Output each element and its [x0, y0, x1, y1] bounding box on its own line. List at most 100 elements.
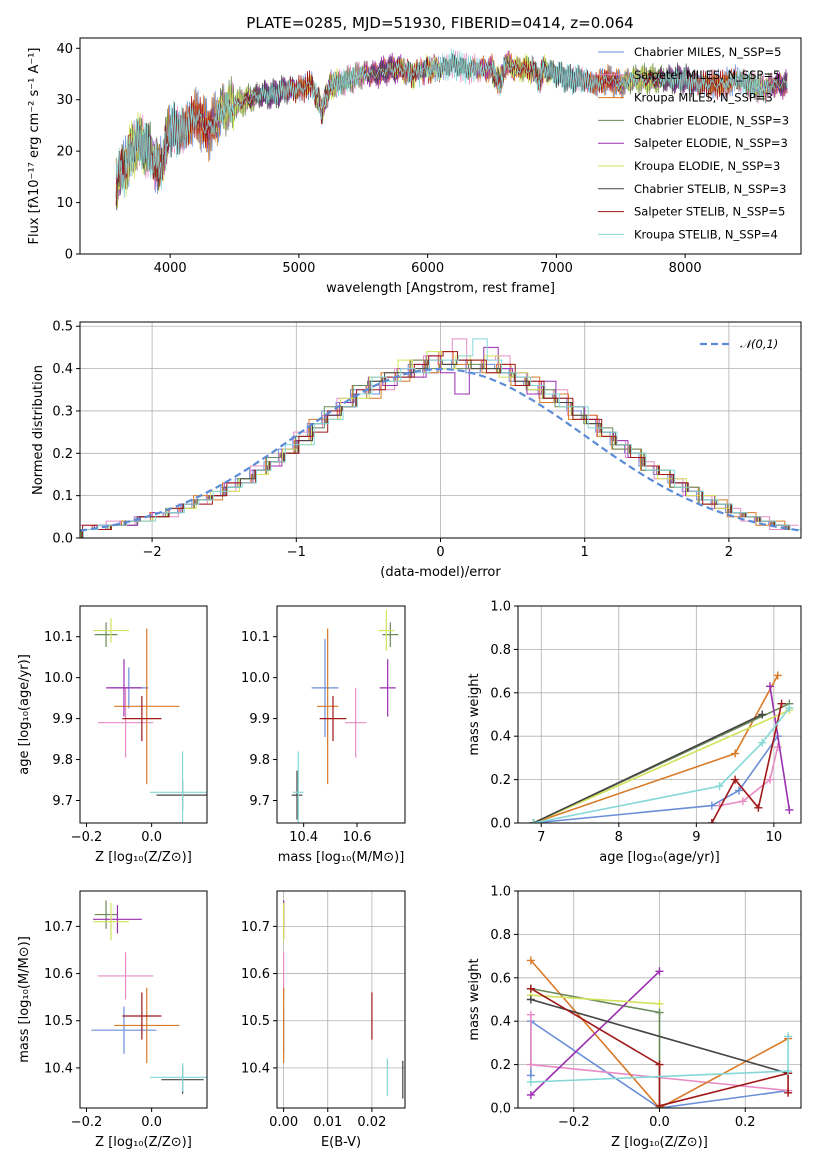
x-tick-label: 0.00 [269, 1115, 298, 1130]
x-axis-label: mass [log₁₀(M/M⊙)] [278, 850, 405, 865]
weight-marker [765, 682, 774, 691]
axes-frame [276, 605, 406, 824]
errorbar-kroupa-miles [114, 628, 180, 785]
x-tick-label: 4000 [154, 261, 187, 276]
weight-marker [526, 984, 535, 993]
axes-frame [79, 890, 208, 1109]
weight-marker [707, 819, 716, 823]
legend-label: Salpeter MILES, N_SSP=5 [634, 68, 780, 82]
y-tick-label: 9.9 [249, 712, 270, 727]
y-tick-label: 1.0 [490, 885, 511, 900]
weight-marker [707, 801, 716, 810]
weight-series-salpeter-elodie [526, 967, 664, 1099]
x-axis-label: E(B-V) [321, 1135, 361, 1150]
errorbar-chabrier-elodie [94, 900, 118, 929]
axes-frame [276, 890, 406, 1109]
errorbar-chabrier-miles [311, 638, 339, 738]
figure-title: PLATE=0285, MJD=51930, FIBERID=0414, z=0… [246, 14, 633, 32]
weight-marker [529, 819, 538, 823]
x-tick-label: 8 [615, 830, 623, 845]
x-tick-label: 10 [766, 830, 783, 845]
y-tick-label: 0.6 [490, 686, 511, 701]
legend-label: Kroupa ELODIE, N_SSP=3 [634, 159, 780, 173]
x-tick-label: 7 [537, 830, 545, 845]
y-axis-label: Normed distribution [31, 365, 46, 495]
x-tick-label: 2 [725, 545, 733, 560]
weight-marker [734, 786, 743, 795]
weight-marker [784, 1088, 793, 1097]
weight-marker [773, 743, 782, 752]
plot-area [80, 338, 801, 538]
axes-frame [79, 37, 802, 255]
y-tick-label: 10.5 [44, 1014, 73, 1029]
errorbar-kroupa-elodie [93, 902, 129, 941]
histogram-salpeter-stelib [82, 351, 801, 538]
weight-marker [655, 999, 664, 1008]
histogram-kroupa-elodie [80, 351, 801, 538]
y-tick-label: 10.0 [44, 671, 73, 686]
weight-marker [758, 738, 767, 747]
legend-label: Kroupa STELIB, N_SSP=4 [634, 227, 778, 241]
errorbar-kroupa-miles [114, 987, 180, 1064]
panel-mass-vs-Z: −0.2 0.0 10.4 10.5 10.6 10.7 Z [log₁₀(Z/Z⊙)] ma… [17, 890, 208, 1150]
histogram-chabrier-stelib [81, 359, 801, 538]
x-tick-label: 10.6 [343, 830, 372, 845]
errorbar-salpeter-stelib [122, 992, 162, 1040]
y-tick-label: 1.0 [490, 600, 511, 615]
legend-label: Chabrier ELODIE, N_SSP=3 [634, 113, 789, 127]
y-tick-label: 20 [56, 145, 73, 160]
weight-marker [715, 782, 724, 791]
panel-weight-vs-age: 7 8 9 10 0.0 0.2 0.4 0.6 0.8 1.0 age [log₁₀(age/yr… [467, 600, 802, 865]
errorbar-chabrier-miles [91, 1006, 157, 1054]
plot-area [526, 956, 793, 1108]
weight-marker [526, 1060, 535, 1069]
y-tick-label: 0.4 [490, 1015, 511, 1030]
y-tick-label: 0.2 [490, 1058, 511, 1073]
weight-marker [526, 956, 535, 965]
errorbar-salpeter-miles [97, 687, 154, 758]
x-axis-label: Z [log₁₀(Z/Z⊙)] [95, 850, 192, 865]
x-tick-label: −0.2 [558, 1115, 590, 1130]
y-tick-label: 10.4 [44, 1061, 73, 1076]
weight-series-kroupa-elodie [526, 991, 664, 1008]
panel-spectrum: Chabrier MILES, N_SSP=5 Salpeter MILES, N… [27, 37, 802, 296]
errorbar-chabrier-elodie [382, 622, 399, 647]
legend-label: Chabrier MILES, N_SSP=5 [634, 45, 781, 59]
y-axis-label: mass [log₁₀(M/M⊙)] [17, 936, 32, 1063]
errorbar-salpeter-miles [97, 952, 154, 1000]
weight-marker [526, 1010, 535, 1019]
errorbar-chabrier-elodie [94, 622, 118, 647]
weight-series-kroupa-elodie [529, 706, 794, 823]
y-tick-label: 0.2 [52, 447, 73, 462]
errorbar-chabrier-stelib [291, 770, 303, 820]
y-tick-label: 0.8 [490, 928, 511, 943]
x-tick-label: −2 [143, 545, 162, 560]
y-tick-label: 0.3 [52, 404, 73, 419]
panel-residuals: 𝒩(0,1) −2 −1 0 1 2 0.0 0.1 0.2 0.3 0.4 0.5 (data-mod… [31, 320, 802, 580]
errorbar-salpeter-elodie [106, 659, 142, 717]
weight-marker [655, 1101, 664, 1108]
weight-marker [785, 703, 794, 712]
y-tick-label: 0.0 [490, 1102, 511, 1117]
y-tick-label: 0.4 [52, 362, 73, 377]
weight-marker [785, 805, 794, 814]
legend-label: Salpeter ELODIE, N_SSP=3 [634, 136, 788, 150]
panel-age-vs-mass: 10.4 10.6 9.7 9.8 9.9 10.0 10.1 mass [log₁₀(M/M… [241, 605, 406, 865]
y-tick-label: 0.1 [52, 489, 73, 504]
y-tick-label: 10.0 [241, 671, 270, 686]
errorbar-salpeter-miles [345, 687, 367, 758]
weight-marker [738, 797, 747, 806]
weight-marker [731, 749, 740, 758]
y-tick-label: 10.1 [241, 630, 270, 645]
legend-label: Kroupa MILES, N_SSP=3 [634, 91, 773, 105]
y-tick-label: 0.6 [490, 971, 511, 986]
y-tick-label: 9.8 [249, 753, 270, 768]
spectrum-legend: Chabrier MILES, N_SSP=5 Salpeter MILES, N… [598, 45, 789, 241]
y-axis-label: mass weight [467, 673, 482, 755]
weight-marker [765, 775, 774, 784]
legend-label: Chabrier STELIB, N_SSP=3 [634, 182, 786, 196]
y-tick-label: 0.5 [52, 320, 73, 335]
weight-marker [526, 1077, 535, 1086]
